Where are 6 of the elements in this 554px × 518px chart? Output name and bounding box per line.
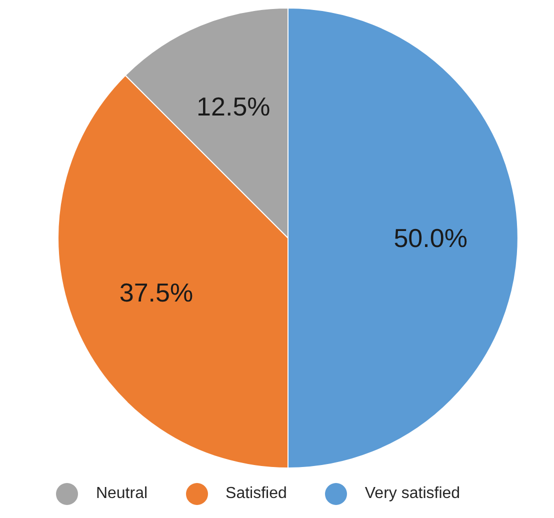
data-label: 12.5% [196, 91, 270, 122]
legend-label: Satisfied [226, 485, 287, 502]
data-label: 37.5% [119, 278, 194, 308]
data-label: 50.0% [394, 223, 468, 253]
legend-label: Neutral [96, 485, 148, 502]
legend-label: Very satisfied [364, 485, 460, 502]
